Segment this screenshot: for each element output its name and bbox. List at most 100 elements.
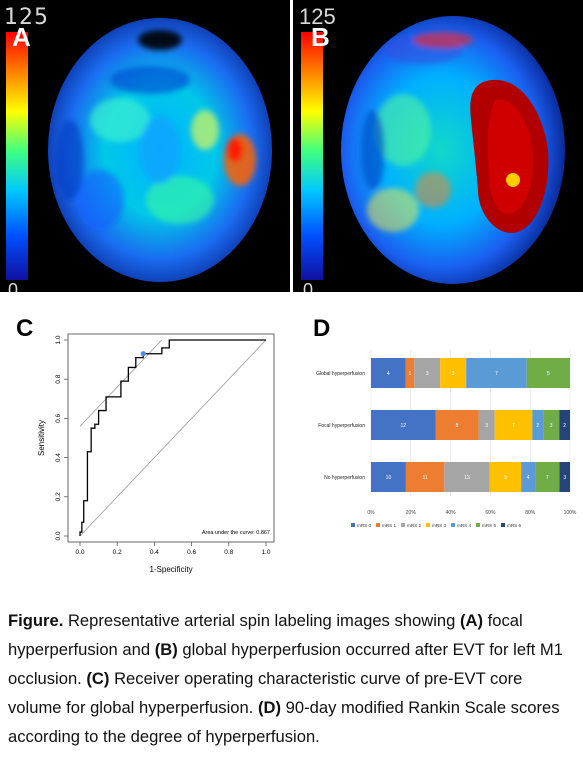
scale-min-label: 0: [303, 280, 313, 292]
segment-value-label: 13: [464, 475, 470, 481]
bar-segment: [535, 462, 560, 492]
panel-letter-c: C: [16, 315, 33, 342]
segment-value-label: 3: [485, 423, 488, 429]
legend-swatch: [426, 523, 430, 527]
x-tick-label: 100%: [564, 510, 577, 516]
bar-segment: [543, 410, 560, 440]
scale-min-label: 0: [8, 280, 18, 292]
segment-value-label: 4: [527, 475, 530, 481]
perfusion-texture: [361, 32, 473, 232]
caption-ref-c: (C): [86, 669, 110, 688]
optimal-cutoff-point: [140, 351, 146, 357]
y-tick-label: 0.8: [55, 374, 62, 383]
caption-text: Receiver operating characteristic curve …: [8, 669, 523, 717]
segment-value-label: 7: [512, 423, 515, 429]
panel-letter-b: B: [311, 22, 330, 52]
category-label: Focal hyperperfusion: [318, 423, 365, 429]
asl-brain-map-a: 125 0 A: [4, 5, 272, 292]
bar-segment: [405, 358, 415, 388]
segment-value-label: 2: [536, 423, 539, 429]
panel-letter-d: D: [313, 315, 330, 342]
panel-letter-a: A: [12, 22, 31, 52]
legend-swatch: [376, 523, 380, 527]
segment-value-label: 5: [547, 371, 550, 377]
bar-segment: [371, 462, 406, 492]
bar-segment: [489, 462, 522, 492]
hotspot: [506, 173, 520, 187]
x-axis-label: 1-Specificity: [149, 565, 192, 574]
x-tick-label: 1.0: [261, 549, 270, 556]
category-label: Global hyperperfusion: [316, 371, 365, 377]
segment-value-label: 7: [495, 371, 498, 377]
segment-value-label: 11: [423, 475, 428, 481]
bar-segment: [494, 410, 533, 440]
legend-entry: mRS 0: [357, 523, 371, 528]
segment-value-label: 9: [504, 475, 507, 481]
auc-annotation: Area under the curve: 0.867: [202, 530, 270, 536]
y-tick-label: 0.4: [55, 453, 62, 462]
legend-swatch: [401, 523, 405, 527]
figure-caption: Figure. Representative arterial spin lab…: [8, 606, 576, 751]
legend-swatch: [351, 523, 355, 527]
asl-brain-map-b: 125 0 B: [299, 4, 565, 292]
color-scale-bar: [6, 32, 28, 280]
legend-entry: mRS 2: [407, 523, 421, 528]
bar-segment: [532, 410, 544, 440]
segment-value-label: 3: [550, 423, 553, 429]
reference-line-0: [79, 339, 267, 537]
legend-swatch: [501, 523, 505, 527]
bar-segment: [405, 462, 445, 492]
scale-max-label: 125: [4, 5, 49, 30]
caption-text: focal hyperperfusion and: [8, 611, 523, 659]
segment-value-label: 4: [387, 371, 390, 377]
roc-chart-panel: C 0.0 0.2 0.4 0.6 0.8 1.0 0.0 0.2 0.4 0.6 0.8 1.0 A…: [0, 310, 290, 580]
bar-segment: [559, 462, 570, 492]
bar-segment: [444, 462, 490, 492]
legend-entry: mRS 5: [482, 523, 496, 528]
bar-segment: [526, 358, 570, 388]
legend-entry: mRS 4: [457, 523, 471, 528]
y-axis-label: Sensitivity: [37, 420, 46, 456]
color-scale-bar: [301, 32, 323, 280]
caption-text: global hyperperfusion occurred after EVT…: [8, 640, 563, 688]
hyperperfusion-core: [487, 99, 534, 215]
caption-text: 90-day modified Rankin Scale scores acco…: [8, 698, 560, 746]
y-tick-label: 1.0: [55, 335, 62, 344]
bar-segment: [478, 410, 495, 440]
legend-entry: mRS 1: [382, 523, 396, 528]
segment-value-label: 10: [386, 475, 392, 481]
x-tick-label: 60%: [485, 510, 496, 516]
caption-text: Representative arterial spin labeling im…: [63, 611, 460, 630]
legend-entry: mRS 6: [507, 523, 521, 528]
x-tick-label: 0%: [367, 510, 375, 516]
perfusion-texture: [56, 30, 256, 230]
segment-value-label: 2: [563, 423, 566, 429]
legend-swatch: [451, 523, 455, 527]
y-tick-label: 0.2: [55, 492, 62, 501]
asl-image-focal-hyperperfusion: 125 0 A: [0, 0, 290, 292]
segment-value-label: 8: [456, 423, 459, 429]
mrs-chart-panel: D 0% 20% 40% 60% 80% 100% Global hyperperfusio…: [293, 310, 583, 580]
segment-value-label: 3: [426, 371, 429, 377]
x-tick-label: 0.2: [113, 549, 122, 556]
bar-segment: [440, 358, 467, 388]
bar-segment: [414, 358, 441, 388]
asl-image-global-hyperperfusion: 125 0 B: [293, 0, 583, 292]
x-tick-label: 0.6: [187, 549, 196, 556]
caption-ref-d: (D): [257, 698, 282, 717]
segment-value-label: 1: [409, 371, 412, 377]
legend-entry: mRS 3: [432, 523, 446, 528]
bar-segment: [371, 410, 436, 440]
roc-curve: [79, 339, 266, 536]
caption-lead: Figure.: [8, 611, 64, 630]
plot-frame: [67, 333, 275, 543]
bar-segment: [435, 410, 479, 440]
caption-ref-a: (A): [459, 611, 483, 630]
segment-value-label: 3: [452, 371, 455, 377]
segment-value-label: 7: [546, 475, 549, 481]
x-tick-label: 40%: [446, 510, 457, 516]
legend-swatch: [476, 523, 480, 527]
bar-segment: [371, 358, 406, 388]
x-tick-label: 0.4: [150, 549, 159, 556]
x-tick-label: 0.8: [224, 549, 233, 556]
